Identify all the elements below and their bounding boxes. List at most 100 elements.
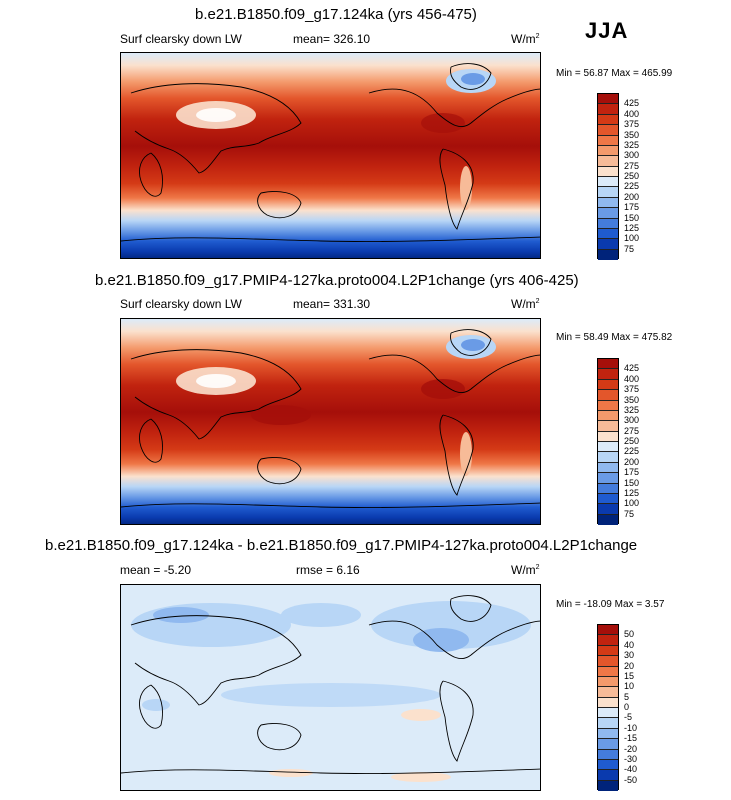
colorbar-tick-label: 250 — [624, 171, 640, 181]
colorbar-tick-label: -50 — [624, 774, 638, 785]
panel-1-map — [120, 52, 541, 259]
colorbar-tick-label: 125 — [624, 222, 640, 233]
colorbar-tick-label: 175 — [624, 202, 640, 213]
colorbar-segment — [598, 239, 618, 250]
panel-3-rmse-value: 6.16 — [336, 563, 360, 577]
panel-3-minmax: Min = -18.09 Max = 3.57 — [556, 599, 665, 610]
colorbar-tick-label: 175 — [624, 467, 640, 478]
colorbar-tick-label: 150 — [624, 212, 640, 223]
colorbar-tick-label: 100 — [624, 498, 640, 509]
colorbar-tick-label: 250 — [624, 436, 640, 446]
colorbar-tick-label: 350 — [624, 129, 640, 140]
colorbar-tick-label: 275 — [624, 425, 640, 436]
colorbar-tick-label: 200 — [624, 191, 640, 202]
colorbar-tick-label: 425 — [624, 363, 640, 374]
panel-3-mean: mean = -5.20 — [120, 563, 191, 577]
colorbar-segment — [598, 645, 618, 657]
panel-2-title: b.e21.B1850.f09_g17.PMIP4-127ka.proto004… — [95, 272, 579, 289]
colorbar-tick-label: -15 — [624, 733, 638, 744]
panel-3-map-svg — [121, 585, 540, 790]
panel-1-hotspots — [176, 69, 496, 210]
colorbar-segment — [598, 208, 618, 219]
colorbar-segment — [598, 156, 618, 167]
colorbar-segment — [598, 483, 618, 494]
panel-3-title: b.e21.B1850.f09_g17.124ka - b.e21.B1850.… — [45, 537, 638, 554]
panel-3-units: W/m2 — [511, 563, 540, 577]
panel-1-colorbar — [597, 93, 619, 260]
colorbar-tick-label: 375 — [624, 119, 640, 130]
panel-2-units: W/m2 — [511, 297, 540, 311]
colorbar-segment — [598, 177, 618, 188]
panel-2-mean: mean= 331.30 — [293, 297, 370, 311]
colorbar-segment — [598, 228, 618, 240]
colorbar-segment — [598, 452, 618, 463]
colorbar-segment — [598, 504, 618, 515]
colorbar-tick-label: 225 — [624, 446, 640, 457]
colorbar-tick-label: 40 — [624, 639, 635, 650]
colorbar-segment — [598, 514, 618, 525]
colorbar-segment — [598, 687, 618, 698]
panel-3-rmse: rmse = 6.16 — [296, 563, 360, 577]
colorbar-tick-label: 225 — [624, 181, 640, 192]
panel-1-variable: Surf clearsky down LW — [120, 32, 242, 46]
colorbar-segment — [598, 749, 618, 760]
panel-2-mean-value: 331.30 — [333, 297, 371, 311]
panel-1-coastlines — [121, 63, 540, 242]
colorbar-tick-label: 400 — [624, 373, 640, 384]
panel-2-hotspots — [176, 335, 496, 476]
colorbar-tick-label: 100 — [624, 233, 640, 244]
panel-2-minmax: Min = 58.49 Max = 475.82 — [556, 332, 673, 343]
colorbar-tick-label: -30 — [624, 753, 638, 764]
panel-3-map — [120, 584, 541, 791]
colorbar-segment — [598, 635, 618, 646]
panel-3-coastlines — [121, 595, 540, 774]
season-label: JJA — [585, 18, 629, 43]
colorbar-segment — [598, 94, 618, 105]
colorbar-tick-label: 20 — [624, 660, 635, 671]
colorbar-segment — [598, 770, 618, 781]
colorbar-segment — [598, 379, 618, 391]
colorbar-tick-label: 75 — [624, 508, 635, 519]
colorbar-segment — [598, 125, 618, 136]
colorbar-segment — [598, 390, 618, 401]
colorbar-segment — [598, 718, 618, 729]
colorbar-segment — [598, 218, 618, 229]
colorbar-tick-label: -5 — [624, 712, 633, 723]
colorbar-segment — [598, 728, 618, 740]
colorbar-segment — [598, 145, 618, 157]
colorbar-segment — [598, 493, 618, 505]
colorbar-tick-label: 425 — [624, 98, 640, 109]
colorbar-tick-label: 15 — [624, 670, 635, 681]
colorbar-tick-label: 125 — [624, 487, 640, 498]
panel-2-variable: Surf clearsky down LW — [120, 297, 242, 311]
colorbar-segment — [598, 656, 618, 667]
panel-2-map — [120, 318, 541, 525]
panel-1-map-svg — [121, 53, 540, 258]
panel-1-mean-value: 326.10 — [333, 32, 371, 46]
colorbar-tick-label: 275 — [624, 160, 640, 171]
colorbar-segment — [598, 442, 618, 453]
colorbar-segment — [598, 369, 618, 380]
colorbar-segment — [598, 135, 618, 146]
colorbar-tick-label: -20 — [624, 743, 638, 754]
colorbar-segment — [598, 249, 618, 260]
colorbar-tick-label: -10 — [624, 722, 638, 733]
panel-2-colorbar — [597, 358, 619, 525]
panel-3-mean-label: mean = — [120, 563, 161, 577]
colorbar-tick-label: -40 — [624, 764, 638, 775]
colorbar-tick-label: 75 — [624, 243, 635, 254]
colorbar-segment — [598, 104, 618, 115]
panel-3-mean-value: -5.20 — [163, 563, 192, 577]
colorbar-tick-label: 30 — [624, 650, 635, 661]
panel-3-rmse-label: rmse = — [296, 563, 334, 577]
colorbar-segment — [598, 759, 618, 771]
colorbar-segment — [598, 708, 618, 719]
panel-1-units: W/m2 — [511, 32, 540, 46]
colorbar-segment — [598, 462, 618, 474]
colorbar-segment — [598, 473, 618, 484]
panel-3-colorbar — [597, 624, 619, 791]
colorbar-segment — [598, 359, 618, 370]
colorbar-segment — [598, 187, 618, 198]
colorbar-tick-label: 50 — [624, 629, 635, 640]
colorbar-segment — [598, 676, 618, 688]
